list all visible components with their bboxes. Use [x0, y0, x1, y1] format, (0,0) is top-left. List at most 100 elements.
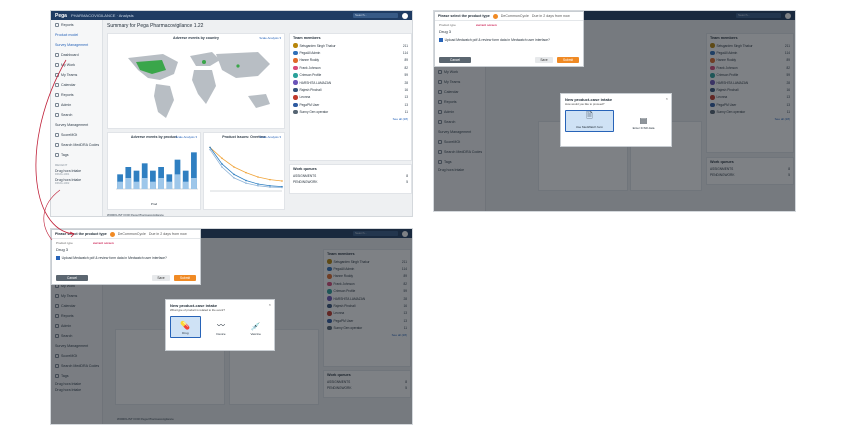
see-all-link[interactable]: See all (28) [392, 116, 408, 121]
line-chart[interactable] [204, 139, 286, 199]
submit-button[interactable]: Submit [174, 275, 196, 281]
bar-2-7[interactable] [166, 181, 173, 189]
team-member-row[interactable]: PegaAll Admin 114 [290, 49, 411, 56]
close-icon[interactable]: × [665, 96, 668, 101]
submit-button[interactable]: Submit [557, 57, 579, 63]
bar-1-10[interactable] [191, 152, 197, 189]
sidebar-item-survey[interactable]: Survey Management [55, 43, 89, 47]
sidebar-item-product-model[interactable]: Product model [55, 33, 79, 37]
point-1-4[interactable] [245, 171, 247, 174]
point-1-6[interactable] [269, 178, 271, 181]
breadcrumb[interactable]: PHARMACOVIGILANCE · Analysis [70, 13, 134, 18]
bar-2-8[interactable] [174, 174, 181, 189]
team-member-row[interactable]: Frank Johnson 82 [290, 64, 411, 71]
member-count: 11 [404, 110, 408, 115]
point-3-6[interactable] [269, 186, 271, 188]
cancel-button[interactable]: Cancel [56, 275, 88, 281]
sidebar-item-admin[interactable]: Admin [51, 100, 102, 110]
world-map[interactable] [108, 40, 286, 126]
bar-2-2[interactable] [125, 178, 132, 189]
bar-1-5[interactable] [150, 170, 156, 189]
sidebar-item-tags[interactable]: Tags [51, 150, 102, 160]
bar-card-link[interactable]: Scale Analysis ▾ [175, 135, 197, 139]
sidebar-item-dashboard[interactable]: Dashboard [51, 50, 102, 60]
point-3-4[interactable] [245, 182, 247, 184]
team-member-row[interactable]: Leonna 13 [290, 94, 411, 101]
product-type-row: Product type current screen [435, 21, 583, 29]
team-member-row[interactable]: Sunny Gen operator 11 [290, 109, 411, 116]
product-type-value[interactable]: Drug 3 [439, 29, 452, 34]
point-3-3[interactable] [233, 177, 235, 179]
bar-2-10[interactable] [191, 178, 197, 189]
bar-2-6[interactable] [158, 178, 164, 189]
bar-1-1[interactable] [117, 174, 123, 189]
bar-chart[interactable] [108, 139, 202, 197]
team-member-row[interactable]: HARSHITA LAMAZAN 28 [290, 79, 411, 86]
point-3-7[interactable] [281, 186, 283, 189]
checkbox-checked-icon[interactable] [439, 38, 443, 42]
recent-case[interactable]: Drug hora Intake DRUG-1002 [55, 178, 82, 185]
save-button[interactable]: Save [535, 57, 553, 63]
bar-2-5[interactable] [150, 181, 156, 189]
close-icon[interactable]: × [268, 302, 271, 307]
team-member-row[interactable]: PegaPM User 13 [290, 101, 411, 108]
option-drug[interactable]: 💊 Drug [170, 316, 201, 338]
point-2-1[interactable] [209, 146, 211, 149]
bar-1-7[interactable] [166, 174, 173, 189]
team-member-row[interactable]: Crimson Profile 59 [290, 72, 411, 79]
save-button[interactable]: Save [152, 275, 170, 281]
sidebar-item-reports[interactable]: Reports [51, 20, 102, 30]
avatar[interactable] [402, 12, 408, 19]
team-member-row[interactable]: Rajesh Pinchali 16 [290, 86, 411, 93]
point-1-5[interactable] [257, 176, 259, 178]
bar-1-3[interactable] [133, 170, 140, 189]
sidebar-item-survey-mgmt[interactable]: Survey Management [55, 123, 89, 127]
option-device[interactable]: 〰 Device [216, 321, 226, 336]
highlight-country[interactable] [136, 60, 166, 74]
point-2-4[interactable] [245, 179, 247, 182]
cancel-button[interactable]: Cancel [439, 57, 471, 63]
team-member-row[interactable]: Setsgarden Singh Thakur 211 [290, 42, 411, 49]
point-1-7[interactable] [281, 180, 283, 182]
option-vaccine[interactable]: 💉 Vaccine [250, 322, 261, 336]
member-count: 82 [404, 65, 408, 70]
bar-2-1[interactable] [117, 181, 123, 189]
case-link[interactable]: DeCommonCycle [500, 14, 529, 18]
point-3-2[interactable] [221, 166, 223, 168]
line-card-link[interactable]: Scale Analysis ▾ [259, 135, 281, 139]
bar-2-3[interactable] [133, 181, 140, 189]
bar-1-9[interactable] [182, 170, 189, 189]
point-1-2[interactable] [221, 157, 223, 160]
medwatch-checkbox[interactable]: Upload Medwatch pdf & review form data i… [52, 252, 200, 264]
sidebar-item-reports-2[interactable]: Reports [51, 90, 102, 100]
case-link[interactable]: DeCommonCycle [117, 232, 146, 236]
sidebar-item-search[interactable]: Search [51, 110, 102, 120]
point-2-3[interactable] [233, 173, 235, 176]
bar-1-4[interactable] [141, 163, 148, 189]
member-count: 114 [402, 51, 408, 56]
sidebar-item-meddra[interactable]: Search MedDRA Codes [51, 140, 102, 150]
sidebar-item-my-work[interactable]: My Work [51, 60, 102, 70]
search-input[interactable]: Search... [353, 13, 398, 18]
medwatch-checkbox[interactable]: Upload Medwatch pdf & review form data i… [435, 34, 583, 46]
point-1-3[interactable] [233, 166, 235, 168]
product-type-value[interactable]: Drug 3 [56, 247, 69, 252]
option-enter-icsr[interactable]: ▤ Enter ICSR data [632, 116, 655, 130]
map-card-link[interactable]: Scale Analysis ▾ [259, 36, 281, 40]
recent-case[interactable]: Drug hora Intake DRUG-1001 [55, 169, 82, 176]
checkbox-checked-icon[interactable] [56, 256, 60, 260]
sidebar-item-calendar[interactable]: Calendar [51, 80, 102, 90]
brand-logo[interactable]: Pega [55, 12, 67, 19]
team-member-row[interactable]: Hanne Roddy 89 [290, 57, 411, 64]
bar-2-4[interactable] [141, 178, 148, 189]
option-medwatch-form[interactable]: 🗎 Use MedWatch form [565, 110, 614, 132]
point-2-2[interactable] [221, 163, 223, 165]
bar-2-9[interactable] [182, 181, 189, 189]
point-2-5[interactable] [257, 183, 259, 185]
point-2-6[interactable] [269, 184, 271, 187]
sidebar-item-scoremgt[interactable]: ScoreMGt [51, 130, 102, 140]
point-3-5[interactable] [257, 184, 259, 187]
point-3-1[interactable] [209, 148, 211, 151]
